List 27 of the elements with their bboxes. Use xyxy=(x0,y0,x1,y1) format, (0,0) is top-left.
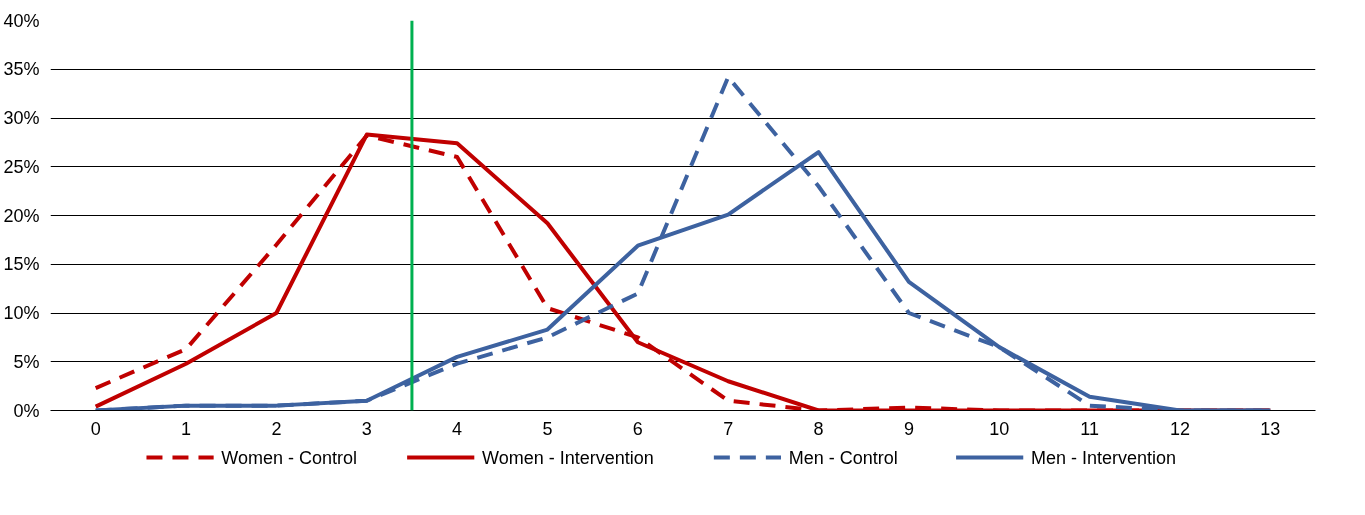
x-tick-label: 1 xyxy=(181,418,192,439)
y-tick-label: 35% xyxy=(3,59,40,80)
legend-label: Men - Intervention xyxy=(1030,447,1177,468)
x-tick-label: 5 xyxy=(542,418,553,439)
x-tick-label: 12 xyxy=(1169,418,1190,439)
x-tick-label: 10 xyxy=(989,418,1010,439)
x-tick-label: 9 xyxy=(903,418,914,439)
y-tick-label: 10% xyxy=(3,303,40,323)
x-tick-label: 7 xyxy=(723,418,734,439)
legend-label: Men - Control xyxy=(788,447,898,468)
legend-label: Women - Intervention xyxy=(481,447,654,468)
legend-label: Women - Control xyxy=(221,447,358,468)
x-tick-label: 4 xyxy=(452,418,463,439)
y-tick-label: 15% xyxy=(3,254,40,275)
x-tick-label: 6 xyxy=(632,418,643,439)
y-tick-label: 0% xyxy=(13,400,40,421)
y-tick-label: 5% xyxy=(13,351,40,372)
y-tick-label: 25% xyxy=(3,156,40,177)
x-tick-label: 0 xyxy=(90,418,101,439)
y-tick-label: 20% xyxy=(3,205,40,226)
x-tick-label: 2 xyxy=(271,418,282,439)
x-tick-label: 8 xyxy=(813,418,824,439)
x-tick-label: 3 xyxy=(361,418,372,439)
x-tick-label: 13 xyxy=(1260,418,1281,439)
y-tick-label: 30% xyxy=(3,108,40,128)
y-tick-label: 40% xyxy=(3,10,40,31)
x-tick-label: 11 xyxy=(1080,418,1099,439)
